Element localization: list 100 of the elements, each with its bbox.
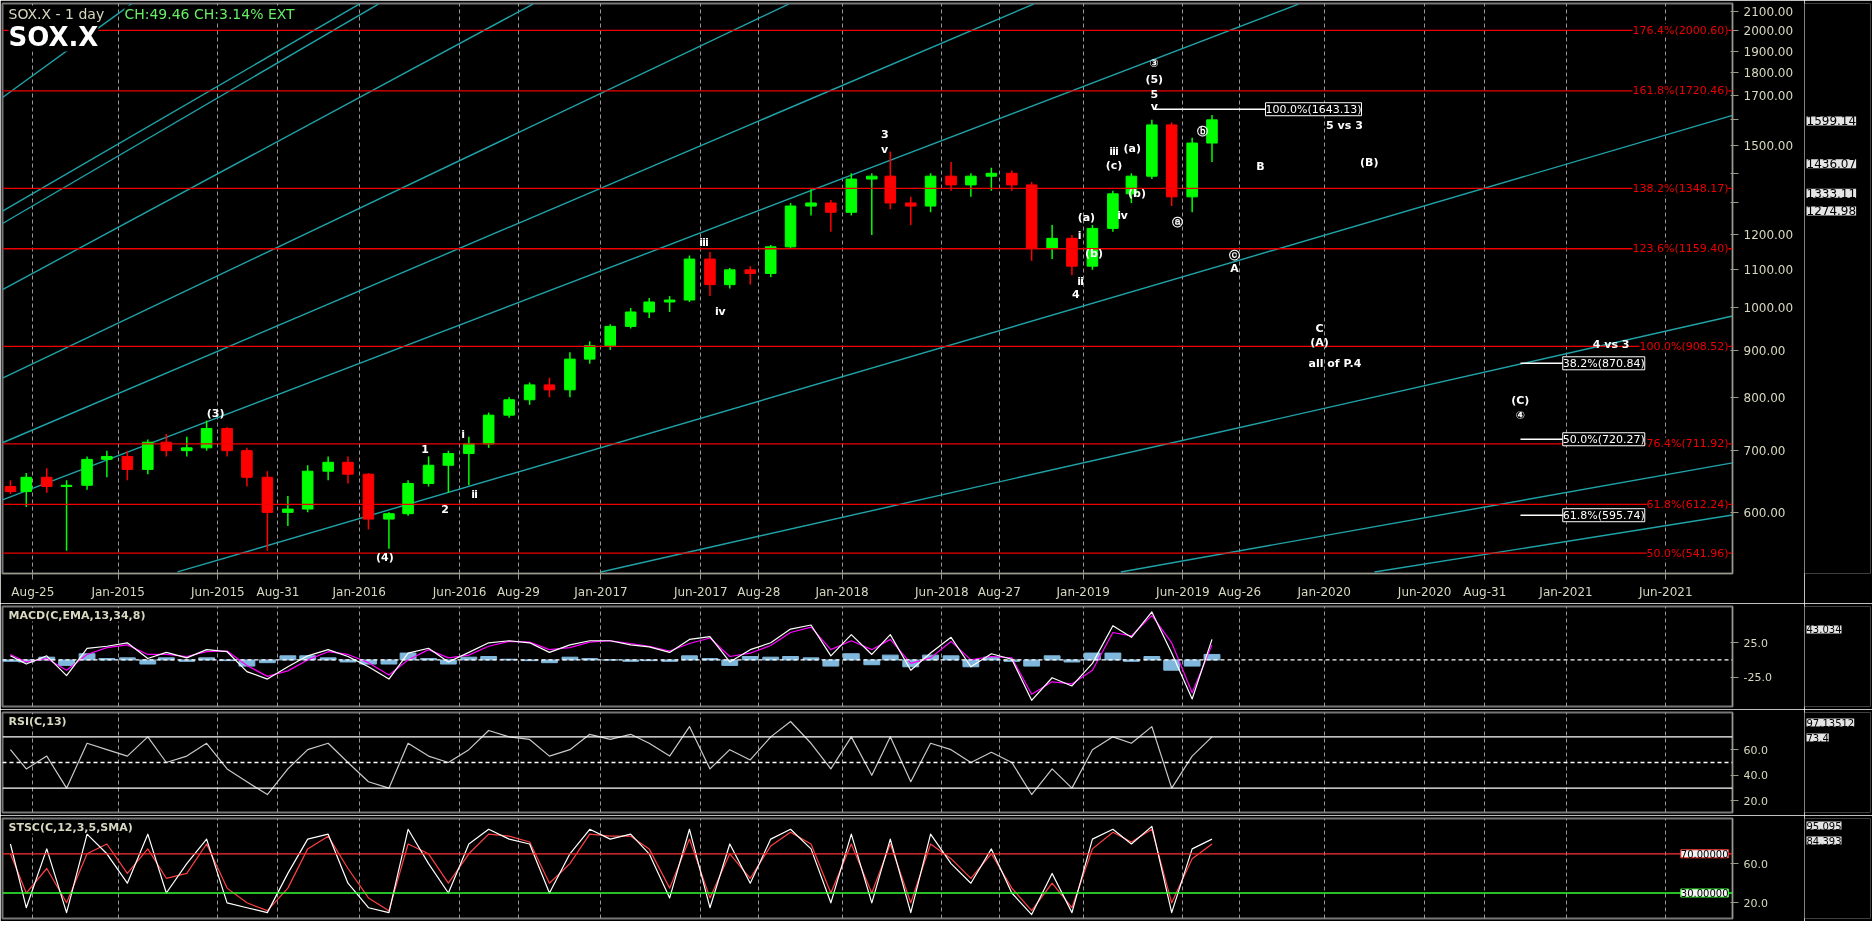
x-tick-label: Jun-2019 xyxy=(1155,584,1210,599)
y-tick-label: 1500.00 xyxy=(1743,139,1794,154)
annotation: ④ xyxy=(1515,408,1525,422)
text: 1333.11 xyxy=(1806,186,1857,201)
text: 1599.14 xyxy=(1806,114,1857,129)
x-tick-label: Aug-28 xyxy=(737,584,781,599)
y-tick-label: 60.0 xyxy=(1743,743,1768,757)
ref-line-label: 176.4%(2000.60) xyxy=(1632,23,1729,37)
annotation: 61.8%(595.74) xyxy=(1562,508,1645,522)
ref-line-label: 123.6%(1159.40) xyxy=(1632,242,1729,256)
text: 73.4 xyxy=(1806,732,1829,744)
annotation: 5 xyxy=(1150,87,1159,101)
x-tick-label: Jun-2015 xyxy=(190,584,245,599)
chart-title: RSI(C,13) xyxy=(8,714,67,728)
annotation: 50.0%(720.27) xyxy=(1562,432,1645,446)
x-tick-label: Aug-29 xyxy=(496,584,540,599)
x-tick-label: Jun-2016 xyxy=(431,584,487,599)
chart-title: STSC(C,12,3,5,SMA) xyxy=(8,820,133,834)
annotation: 100.0%(1643.13) xyxy=(1265,102,1362,116)
annotation: ⅳ xyxy=(714,304,726,318)
x-tick-label: Aug-26 xyxy=(1218,584,1262,599)
annotation: ⅰ xyxy=(461,428,466,442)
x-tick-label: Jan-2020 xyxy=(1296,584,1351,599)
x-tick-label: Aug-31 xyxy=(1463,584,1507,599)
annotation: C xyxy=(1315,322,1324,336)
x-tick-label: Aug-27 xyxy=(977,584,1021,599)
annotation: (c) xyxy=(1105,158,1123,172)
x-tick-label: Jan-2019 xyxy=(1055,584,1110,599)
y-tick-label: 600.00 xyxy=(1743,505,1786,520)
annotation: ⅲ xyxy=(1109,145,1119,159)
y-tick-label: 20.0 xyxy=(1743,896,1768,910)
x-tick-label: Jun-2018 xyxy=(914,584,969,599)
annotation: ⅰ xyxy=(1077,228,1082,242)
x-tick-label: Jan-2018 xyxy=(814,584,869,599)
y-tick-label: 1900.00 xyxy=(1743,44,1794,59)
text: 97.13512 xyxy=(1806,717,1855,729)
chart-title: MACD(C,EMA,13,34,8) xyxy=(8,608,146,622)
annotation: ⅴ xyxy=(1150,100,1159,114)
y-tick-label: 1200.00 xyxy=(1743,228,1794,243)
annotation: ⅱ xyxy=(471,488,479,502)
text: 1274.98 xyxy=(1806,204,1857,219)
annotation: (a) xyxy=(1077,210,1096,224)
annotation: 5 vs 3 xyxy=(1326,118,1363,132)
ref-line-label: 50.0%(541.96) xyxy=(1646,546,1729,560)
x-tick-label: Aug-25 xyxy=(11,584,55,599)
text: 1436.07 xyxy=(1806,157,1857,172)
chart-title: SOX.X - 1 day xyxy=(8,5,105,22)
annotation: ⓒ xyxy=(1229,248,1241,262)
annotation: ⅴ xyxy=(881,142,890,156)
x-tick-label: Jan-2017 xyxy=(573,584,628,599)
ref-line-label: 70.00000 xyxy=(1680,848,1729,860)
annotation: 4 xyxy=(1072,288,1081,302)
y-tick-label: 900.00 xyxy=(1743,343,1786,358)
x-tick-label: Jan-2021 xyxy=(1538,584,1593,599)
annotation: 3 xyxy=(880,128,889,142)
y-tick-label: 1100.00 xyxy=(1743,263,1794,278)
ref-line-label: 100.0%(908.52) xyxy=(1639,339,1729,353)
annotation: all of P.4 xyxy=(1308,356,1362,370)
x-tick-label: Jun-2017 xyxy=(672,584,728,599)
y-tick-label: 20.0 xyxy=(1743,794,1768,808)
ref-line-label: 138.2%(1348.17) xyxy=(1632,181,1729,195)
ref-line-label: 61.8%(612.24) xyxy=(1646,497,1729,511)
text: 84.393 xyxy=(1806,835,1842,847)
text: 95.095 xyxy=(1806,820,1842,832)
annotation: 38.2%(870.84) xyxy=(1562,356,1645,370)
annotation: ③ xyxy=(1149,57,1159,71)
x-tick-label: Aug-31 xyxy=(256,584,300,599)
y-tick-label: 2100.00 xyxy=(1743,4,1794,19)
text: 43.034 xyxy=(1806,624,1842,636)
annotation: ⅲ xyxy=(699,235,709,249)
annotation: (a) xyxy=(1123,141,1141,155)
annotation: (5) xyxy=(1145,73,1164,86)
annotation: A xyxy=(1230,262,1240,276)
annotation: SOX.X xyxy=(8,21,99,52)
x-tick-label: Jan-2015 xyxy=(90,584,145,599)
annotation: ⅱ xyxy=(1077,275,1084,289)
annotation: 1 xyxy=(421,442,429,456)
annotation: (4) xyxy=(375,551,394,565)
chart-subtitle: CH:49.46 CH:3.14% EXT xyxy=(124,5,296,22)
annotation: (C) xyxy=(1511,393,1530,407)
y-tick-label: 800.00 xyxy=(1743,390,1786,405)
annotation: (A) xyxy=(1310,336,1329,350)
x-tick-label: Jun-2020 xyxy=(1396,584,1452,599)
y-tick-label: 60.0 xyxy=(1743,857,1768,871)
x-tick-label: Jun-2021 xyxy=(1637,584,1693,599)
ref-line-label: 161.8%(1720.46) xyxy=(1632,84,1729,98)
y-tick-label: 25.0 xyxy=(1743,636,1768,650)
y-tick-label: 2000.00 xyxy=(1743,24,1794,39)
ref-line-label: 76.4%(711.92) xyxy=(1646,437,1729,451)
y-tick-label: 1700.00 xyxy=(1743,89,1794,104)
y-tick-label: -25.0 xyxy=(1743,671,1772,685)
annotation: (B) xyxy=(1360,156,1379,170)
x-tick-label: Jan-2016 xyxy=(331,584,386,599)
ref-line-label: 30.00000 xyxy=(1680,888,1729,900)
y-tick-label: 1000.00 xyxy=(1743,301,1794,316)
y-tick-label: 700.00 xyxy=(1743,444,1786,459)
annotation: 2 xyxy=(441,502,449,516)
y-tick-label: 40.0 xyxy=(1743,769,1768,783)
annotation: ⓐ xyxy=(1171,216,1183,230)
annotation: B xyxy=(1256,159,1265,173)
